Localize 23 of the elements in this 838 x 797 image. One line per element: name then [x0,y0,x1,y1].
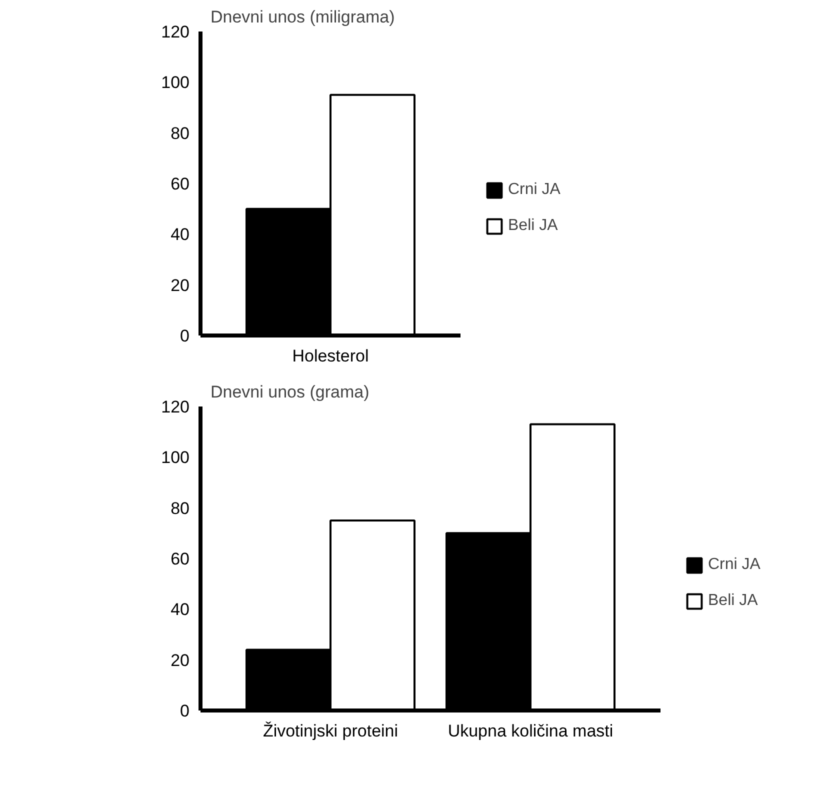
y-tick-label: 80 [170,124,190,143]
y-tick-label: 120 [161,22,190,42]
y-tick-label: 0 [180,702,190,720]
y-tick-label: 20 [170,276,190,295]
y-axis-title: Dnevni unos (miligrama) [210,8,395,26]
x-tick-label: Holesterol [292,346,369,366]
legend-label: Crni JA [508,181,560,199]
y-tick-label: 0 [180,326,190,346]
y-tick-label: 100 [161,448,190,468]
y-tick-label: 40 [170,600,190,620]
y-tick-label: 60 [170,550,190,568]
y-tick-label: 20 [170,650,190,670]
x-tick-label: Životinjski proteini [262,722,398,740]
y-tick-label: 80 [170,498,190,518]
legend-label: Crni JA [708,556,760,574]
legend-label: Beli JA [508,217,558,235]
y-tick-label: 100 [161,73,190,92]
y-tick-label: 120 [161,398,190,416]
legend-label: Beli JA [708,592,758,610]
y-tick-label: 60 [170,174,190,194]
y-tick-label: 40 [170,225,190,244]
x-tick-label: Ukupna količina masti [448,722,614,740]
y-axis-title: Dnevni unos (grama) [210,382,370,402]
